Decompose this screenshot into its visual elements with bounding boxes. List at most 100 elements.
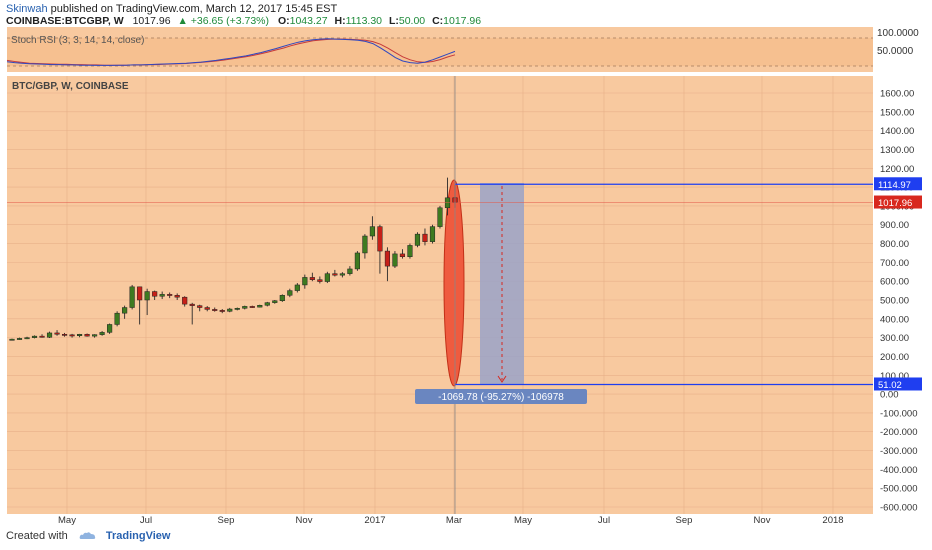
y-tick-label: 700.00 xyxy=(880,258,909,269)
x-tick-label: Nov xyxy=(296,515,313,526)
candle-body xyxy=(84,333,90,337)
candle-body xyxy=(234,308,240,310)
x-tick-label: Sep xyxy=(676,515,693,526)
y-tick-label: -300.000 xyxy=(880,446,918,457)
last-price-label: 1017.96 xyxy=(878,198,912,209)
x-axis: May Jul Sep Nov 2017 Mar May Jul Sep Nov 2018 xyxy=(58,515,844,526)
up-arrow-icon: ▲ xyxy=(177,15,188,27)
y-axis: 1600.001500.001400.001300.001200.001100.… xyxy=(880,89,918,514)
y-tick-label: 1300.00 xyxy=(880,145,914,156)
candle-body xyxy=(354,252,360,270)
candle-body xyxy=(189,303,195,306)
candle-body xyxy=(339,273,345,276)
candle-body xyxy=(392,253,398,267)
y-tick-label: -100.000 xyxy=(880,408,918,419)
x-tick-label: Nov xyxy=(754,515,771,526)
candle-body xyxy=(174,295,180,298)
candle-body xyxy=(137,286,143,301)
candle-body xyxy=(204,307,210,310)
tradingview-link[interactable]: TradingView xyxy=(105,530,171,542)
y-tick-label: 600.00 xyxy=(880,277,909,288)
y-tick-label: 1400.00 xyxy=(880,126,914,137)
level-label-low-box xyxy=(874,377,922,391)
candle-body xyxy=(362,235,368,254)
indicator-axis-label: 50.0000 xyxy=(877,46,914,57)
candle-body xyxy=(429,226,436,242)
low-label: L: xyxy=(388,15,399,27)
y-tick-label: -500.000 xyxy=(880,484,918,495)
measure-label: -1069.78 (-95.27%) -106978 xyxy=(438,392,564,403)
candle-body xyxy=(107,324,113,333)
change-value: +36.65 (+3.73%) xyxy=(190,15,270,27)
candle-body xyxy=(122,307,128,314)
candle-body xyxy=(9,338,15,341)
last-price-label-box xyxy=(874,195,922,209)
candle-body xyxy=(294,284,300,291)
measure-label-box xyxy=(415,389,587,404)
level-label-high-box xyxy=(874,177,922,191)
highlight-ellipse[interactable] xyxy=(443,179,465,387)
candle-body xyxy=(332,273,338,276)
candle-body xyxy=(212,309,218,311)
x-tick-label: 2017 xyxy=(364,515,385,526)
high-label: H: xyxy=(334,15,346,27)
candle-body xyxy=(182,296,188,305)
author-link[interactable]: Skinwah xyxy=(6,3,48,15)
candle-body xyxy=(24,337,30,340)
candle-body xyxy=(249,306,255,308)
candle-body xyxy=(279,295,285,302)
candle-body xyxy=(114,312,120,325)
candle-body xyxy=(302,277,308,286)
candle-body xyxy=(39,335,45,338)
x-tick-label: May xyxy=(58,515,76,526)
candle-body xyxy=(227,308,233,312)
y-tick-label: 200.00 xyxy=(880,352,909,363)
candle-body xyxy=(159,294,165,297)
open-value: 1043.27 xyxy=(289,15,328,27)
candle-body xyxy=(16,338,23,340)
candle-body xyxy=(324,273,330,282)
candle-body xyxy=(414,233,421,246)
x-tick-label: Jul xyxy=(140,515,152,526)
candle-body xyxy=(384,250,391,267)
y-tick-label: -400.000 xyxy=(880,465,918,476)
publish-info: Skinwah published on TradingView.com, Ma… xyxy=(6,3,337,15)
candle-body xyxy=(347,268,353,274)
candle-body xyxy=(69,334,75,337)
y-tick-label: -600.000 xyxy=(880,503,918,514)
candle-body xyxy=(167,294,173,296)
candle-body xyxy=(197,305,203,308)
candle-body xyxy=(287,290,293,296)
indicator-title: Stoch RSI (3, 3, 14, 14, close) xyxy=(11,35,144,46)
price-labels: 1114.97 1017.96 51.02 xyxy=(874,177,922,391)
level-label-low: 51.02 xyxy=(878,380,902,391)
candle-body xyxy=(152,291,158,297)
stoch-d-line xyxy=(6,38,456,66)
indicator-band xyxy=(7,38,873,66)
y-tick-label: 400.00 xyxy=(880,314,909,325)
candle-body xyxy=(46,332,53,338)
candle-body xyxy=(407,245,413,257)
y-tick-label: 1500.00 xyxy=(880,107,914,118)
level-label-high: 1114.97 xyxy=(878,180,911,191)
candle-body xyxy=(144,291,150,301)
published-text: published on TradingView.com, March 12, … xyxy=(50,3,338,15)
x-tick-label: Jul xyxy=(598,515,610,526)
y-tick-label: 1200.00 xyxy=(880,164,914,175)
symbol-info: COINBASE:BTCGBP, W 1017.96 ▲ +36.65 (+3.… xyxy=(6,15,481,27)
candle-body xyxy=(219,310,225,312)
y-tick-label: 800.00 xyxy=(880,239,909,250)
chart-title: BTC/GBP, W, COINBASE xyxy=(12,81,129,92)
created-with-label: Created with xyxy=(6,530,68,542)
candle-body xyxy=(399,253,406,257)
symbol-label: COINBASE:BTCGBP, W xyxy=(6,15,124,27)
open-label: O: xyxy=(277,15,290,27)
grid-lines xyxy=(7,76,873,514)
candle-body xyxy=(99,332,105,335)
candle-body xyxy=(377,226,383,252)
y-tick-label: 100.00 xyxy=(880,371,909,382)
candle-body xyxy=(61,333,68,336)
x-tick-label: 2018 xyxy=(822,515,843,526)
candle-body xyxy=(92,334,98,337)
